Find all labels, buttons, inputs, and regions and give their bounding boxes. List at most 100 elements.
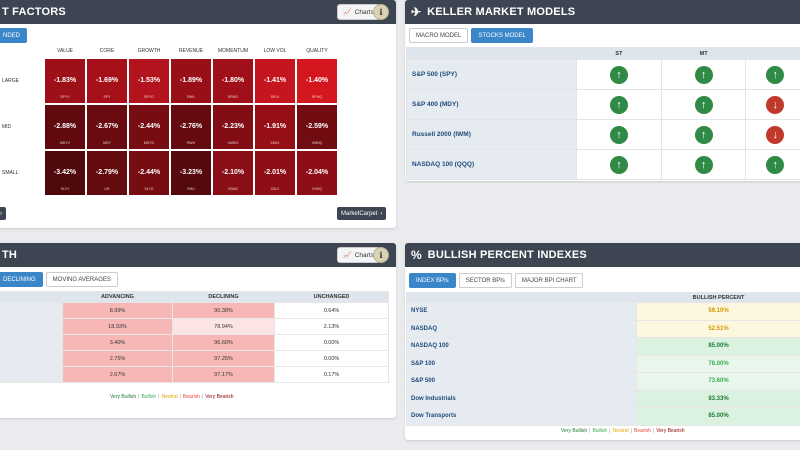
factor-ticker: SPYG <box>144 95 154 99</box>
marketcarpet-button[interactable]: MarketCarpet › <box>337 207 387 220</box>
factor-ticker: RWL <box>187 95 195 99</box>
model-name[interactable]: S&P 400 (MDY) <box>405 89 578 120</box>
table-row[interactable]: Dow Industrials 83.33% <box>406 389 800 408</box>
table-row[interactable]: NASDAQ 100 (QQQ) ↑ ↑ ↑ <box>405 149 800 180</box>
factor-cell[interactable]: -2.23% XMMO <box>212 104 254 150</box>
tab-major-bpi-chart[interactable]: MAJOR BPI CHART <box>514 273 584 288</box>
table-row[interactable]: 8.99% 90.38% 0.64% <box>0 302 389 319</box>
table-row[interactable]: NASDAQ 52.51% <box>406 319 800 338</box>
breadth-name-cell <box>0 334 63 351</box>
breadth-charts-button[interactable]: 📈 Charts <box>337 247 380 263</box>
factor-cell[interactable]: -1.53% SPYG <box>128 58 170 104</box>
bpi-name[interactable]: S&P 100 <box>406 354 637 373</box>
factor-cell[interactable]: -1.40% SPHQ <box>296 58 338 104</box>
factor-cell[interactable]: -1.91% XMLV <box>254 104 296 150</box>
factor-cell[interactable]: -1.89% RWL <box>170 58 212 104</box>
table-row[interactable]: 2.75% 97.25% 0.00% <box>0 350 389 367</box>
factor-cell[interactable]: -3.23% RWJ <box>170 150 212 196</box>
table-row[interactable]: S&P 500 73.60% <box>406 372 800 391</box>
breadth-advancing: 8.99% <box>62 302 173 319</box>
factor-column-header: MOMENTUM <box>218 48 248 54</box>
tab-advancing-declining[interactable]: DECLINING <box>0 272 43 287</box>
bpi-name[interactable]: Dow Transports <box>406 407 637 426</box>
models-panel: ✈ KELLER MARKET MODELS MACRO MODEL STOCK… <box>405 0 800 181</box>
factor-row-header: MID <box>2 124 12 130</box>
factor-ticker: XMMO <box>227 141 239 145</box>
models-header-mt: MT <box>660 47 747 60</box>
factors-info-icon[interactable]: i <box>373 4 389 20</box>
tab-sector-bpis[interactable]: SECTOR BPIs <box>458 273 512 288</box>
factor-cell[interactable]: -2.76% RWK <box>170 104 212 150</box>
arrow-up-icon: ↑ <box>766 155 785 174</box>
chart-icon: 📈 <box>343 252 352 259</box>
legend-item: Very Bearish <box>656 428 685 434</box>
bpi-name[interactable]: NYSE <box>406 302 637 321</box>
factor-cell[interactable]: -1.80% SPMO <box>212 58 254 104</box>
breadth-name-cell <box>0 302 63 319</box>
table-row[interactable]: NYSE 59.10% <box>406 302 800 321</box>
factor-cell[interactable]: -2.10% XSMO <box>212 150 254 196</box>
breadth-header-advancing: ADVANCING <box>62 291 173 303</box>
bpi-name[interactable]: NASDAQ 100 <box>406 337 637 356</box>
model-signal-cell: ↑ <box>576 149 662 180</box>
model-signal-cell: ↑ <box>745 149 800 180</box>
table-row[interactable]: NASDAQ 100 85.00% <box>406 337 800 356</box>
factor-value: -1.69% <box>95 77 119 84</box>
factor-cell[interactable]: -3.42% SLYV <box>44 150 86 196</box>
breadth-info-icon[interactable]: i <box>373 247 389 263</box>
table-row[interactable]: S&P 400 (MDY) ↑ ↑ ↓ <box>405 89 800 120</box>
factor-value: -2.88% <box>53 123 77 130</box>
tab-moving-averages[interactable]: MOVING AVERAGES <box>45 272 118 287</box>
arrow-up-icon: ↑ <box>609 155 628 174</box>
factor-cell[interactable]: -2.79% IJR <box>86 150 128 196</box>
tab-stocks-model[interactable]: STOCKS MODEL <box>471 28 533 43</box>
factor-cell[interactable]: -2.04% XSHQ <box>296 150 338 196</box>
table-row[interactable]: S&P 100 78.00% <box>406 354 800 373</box>
factor-column-header: QUALITY <box>306 48 328 54</box>
legend-separator: | <box>138 394 140 400</box>
factor-cell[interactable]: -1.69% SPY <box>86 58 128 104</box>
model-signal-cell: ↑ <box>576 119 662 150</box>
table-row[interactable]: S&P 500 (SPY) ↑ ↑ ↑ <box>405 59 800 90</box>
factor-value: -1.91% <box>263 123 287 130</box>
factor-ticker: XSHQ <box>312 187 322 191</box>
factor-column-header: CORE <box>99 48 115 54</box>
table-row[interactable]: 2.67% 97.17% 0.17% <box>0 366 389 383</box>
bpi-name[interactable]: S&P 500 <box>406 372 637 391</box>
factors-tab-extended[interactable]: NDED <box>0 28 28 43</box>
factor-value: -2.44% <box>137 123 161 130</box>
model-name[interactable]: Russell 2000 (IWM) <box>405 119 578 150</box>
table-row[interactable]: 3.40% 96.60% 0.00% <box>0 334 389 351</box>
bpi-name[interactable]: Dow Industrials <box>406 389 637 408</box>
tab-macro-model[interactable]: MACRO MODEL <box>409 28 469 43</box>
factor-value: -3.23% <box>179 169 203 176</box>
factor-cell[interactable]: -2.01% XSLV <box>254 150 296 196</box>
airplane-icon: ✈ <box>411 5 422 19</box>
factor-cell[interactable]: -1.41% SPLV <box>254 58 296 104</box>
factor-column-header: VALUE <box>56 48 74 54</box>
tab-index-bpis[interactable]: INDEX BPIs <box>409 273 456 288</box>
factors-prev-button[interactable]: › <box>0 207 6 220</box>
factor-cell[interactable]: -2.88% MDYV <box>44 104 86 150</box>
model-name[interactable]: NASDAQ 100 (QQQ) <box>405 149 578 180</box>
legend-separator: | <box>630 428 632 434</box>
factor-cell[interactable]: -2.44% MDYG <box>128 104 170 150</box>
breadth-name-cell <box>0 350 63 367</box>
bpi-name[interactable]: NASDAQ <box>406 319 637 338</box>
breadth-declining: 97.25% <box>172 350 275 367</box>
factor-cell[interactable]: -2.59% XMHQ <box>296 104 338 150</box>
factor-value: -1.40% <box>305 77 329 84</box>
table-row[interactable]: Dow Transports 85.00% <box>406 407 800 426</box>
legend-separator: | <box>609 428 611 434</box>
table-row[interactable]: Russell 2000 (IWM) ↑ ↑ ↓ <box>405 119 800 150</box>
factor-cell[interactable]: -1.83% SPYV <box>44 58 86 104</box>
bpi-value: 59.10% <box>636 302 800 321</box>
factor-cell[interactable]: -2.44% SLYG <box>128 150 170 196</box>
model-signal-cell: ↑ <box>660 89 747 120</box>
factor-cell[interactable]: -2.67% MDY <box>86 104 128 150</box>
table-row[interactable]: 18.93% 78.94% 2.13% <box>0 318 389 335</box>
model-name[interactable]: S&P 500 (SPY) <box>405 59 578 90</box>
bpi-header: % BULLISH PERCENT INDEXES <box>405 243 800 267</box>
factor-value: -2.67% <box>95 123 119 130</box>
factor-value: -1.41% <box>263 77 287 84</box>
